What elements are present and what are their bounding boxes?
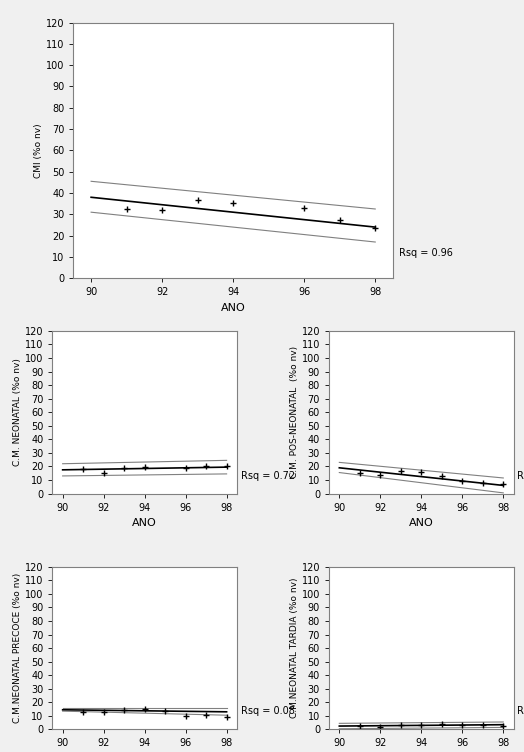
Y-axis label: C.M. NEONATAL (%o nv): C.M. NEONATAL (%o nv) — [13, 358, 22, 466]
X-axis label: ANO: ANO — [221, 303, 246, 313]
Text: Rsq = 0.08: Rsq = 0.08 — [241, 706, 294, 717]
Y-axis label: C.M. POS-NEONATAL  (%o nv): C.M. POS-NEONATAL (%o nv) — [290, 346, 299, 478]
Y-axis label: CMI (%o nv): CMI (%o nv) — [34, 123, 43, 177]
Text: Rsq = 0.72: Rsq = 0.72 — [241, 471, 294, 481]
Y-axis label: C.M.NEONATAL TARDIA (%o nv): C.M.NEONATAL TARDIA (%o nv) — [290, 578, 299, 718]
X-axis label: ANO: ANO — [409, 518, 434, 528]
X-axis label: ANO: ANO — [132, 518, 157, 528]
Text: Rsq = 0.20: Rsq = 0.20 — [517, 706, 524, 717]
Text: Rsq = 0.96: Rsq = 0.96 — [399, 248, 453, 258]
Text: Rsq = 0.73: Rsq = 0.73 — [517, 471, 524, 481]
Y-axis label: C.M.NEONATAL PRECOCE (%o nv): C.M.NEONATAL PRECOCE (%o nv) — [13, 573, 22, 723]
